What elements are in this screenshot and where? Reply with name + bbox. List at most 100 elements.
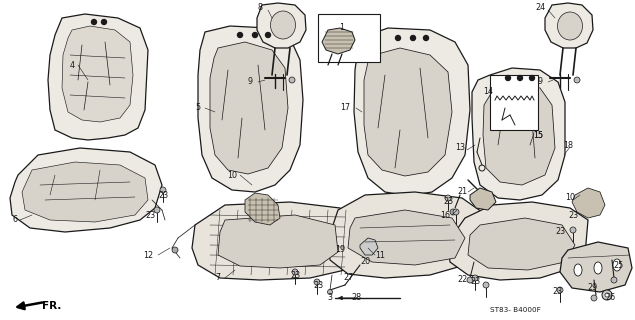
Circle shape [314,279,320,285]
Polygon shape [22,162,148,222]
Text: 29: 29 [587,284,597,292]
Text: 23: 23 [313,281,323,290]
Text: 23: 23 [470,277,480,286]
Circle shape [289,77,295,83]
Text: 25: 25 [613,260,623,269]
Polygon shape [62,26,133,122]
Circle shape [253,33,258,37]
Text: 14: 14 [483,87,493,97]
Text: 8: 8 [258,4,262,12]
Polygon shape [198,26,303,192]
Polygon shape [468,218,575,270]
Circle shape [505,76,511,81]
Text: 23: 23 [555,228,565,236]
Text: 23: 23 [568,211,578,220]
Ellipse shape [558,12,582,40]
Circle shape [467,277,473,283]
Polygon shape [257,3,306,48]
Text: ST83- B4000F: ST83- B4000F [490,307,541,313]
Text: 15: 15 [533,131,543,140]
Polygon shape [348,210,465,265]
Bar [318,14,380,62]
Polygon shape [472,68,565,200]
Polygon shape [545,3,593,48]
Circle shape [574,77,580,83]
Circle shape [154,207,160,213]
Text: 1: 1 [340,23,345,33]
Text: 22: 22 [457,276,467,284]
Circle shape [328,290,333,294]
Text: 23: 23 [158,190,168,199]
Circle shape [265,33,271,37]
Circle shape [557,287,563,293]
Circle shape [591,295,597,301]
Circle shape [396,36,401,41]
Text: 23: 23 [145,211,155,220]
Polygon shape [560,242,632,292]
Text: 20: 20 [360,258,370,267]
Text: 11: 11 [375,251,385,260]
Polygon shape [218,215,338,268]
Text: 9: 9 [248,77,253,86]
Text: 23: 23 [290,270,300,279]
Bar [490,75,538,130]
Circle shape [453,209,459,215]
Polygon shape [48,14,148,140]
Polygon shape [354,28,470,196]
Text: 13: 13 [455,143,465,153]
Circle shape [91,20,97,25]
Ellipse shape [574,264,582,276]
Text: 15: 15 [533,131,543,140]
Text: 21: 21 [457,188,467,196]
Text: 7: 7 [215,274,220,283]
Text: 9: 9 [537,77,542,86]
Circle shape [518,76,523,81]
Circle shape [450,209,456,215]
Circle shape [410,36,415,41]
Text: 17: 17 [340,103,350,113]
Ellipse shape [613,259,621,271]
Circle shape [483,282,489,288]
Polygon shape [245,193,280,225]
Text: 10: 10 [565,194,575,203]
Polygon shape [572,188,605,218]
Circle shape [570,227,576,233]
Text: 23: 23 [443,197,453,206]
Text: 18: 18 [563,140,573,149]
Text: 23: 23 [552,287,562,297]
Circle shape [292,269,298,275]
Circle shape [102,20,107,25]
Circle shape [237,33,243,37]
Text: 4: 4 [69,60,74,69]
Circle shape [445,195,451,201]
Circle shape [424,36,429,41]
Ellipse shape [594,262,602,274]
Polygon shape [328,192,482,278]
Polygon shape [360,238,378,255]
Polygon shape [470,188,496,210]
Text: 26: 26 [605,293,615,302]
Text: 19: 19 [335,245,345,254]
Polygon shape [192,202,360,280]
Polygon shape [448,202,588,280]
Circle shape [605,293,609,297]
Text: 28: 28 [351,293,361,302]
Text: FR.: FR. [42,301,62,311]
Text: 12: 12 [143,251,153,260]
Circle shape [160,187,166,193]
Text: 6: 6 [13,215,18,225]
Text: 27: 27 [343,274,353,283]
Circle shape [472,275,478,281]
Text: 5: 5 [196,103,201,113]
Polygon shape [10,148,162,232]
Text: 3: 3 [328,293,333,302]
Polygon shape [322,28,355,54]
Text: 24: 24 [535,4,545,12]
Circle shape [611,277,617,283]
Circle shape [602,290,612,300]
Circle shape [172,247,178,253]
Circle shape [530,76,535,81]
Ellipse shape [271,11,295,39]
Polygon shape [364,48,452,176]
Polygon shape [210,42,288,174]
